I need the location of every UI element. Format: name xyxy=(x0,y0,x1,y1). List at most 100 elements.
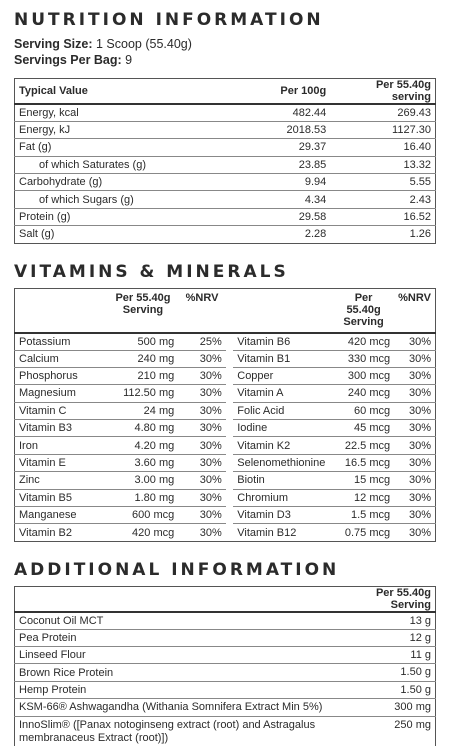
vitamin-row: Vitamin B5 1.80 mg 30% Chromium 12 mcg 30% xyxy=(14,488,436,507)
additional-amount: 1.50 g xyxy=(355,663,436,682)
nutrient-name: Fat (g) xyxy=(14,138,225,157)
additional-amount: 12 g xyxy=(355,628,436,647)
nutrition-row: of which Sugars (g) 4.34 2.43 xyxy=(14,190,436,209)
serving-size-line: Serving Size: 1 Scoop (55.40g) xyxy=(14,36,436,52)
nutrient-name: of which Saturates (g) xyxy=(14,155,225,174)
nutrition-row: Energy, kJ 2018.53 1127.30 xyxy=(14,120,436,139)
vitamin-name-right: Biotin xyxy=(233,471,333,490)
vitamin-amount-left: 420 mcg xyxy=(107,523,179,542)
additional-amount: 250 mg xyxy=(355,715,436,746)
vitamin-gap xyxy=(226,385,233,402)
vitamin-name-left: Iron xyxy=(14,436,108,455)
vitamin-row: Phosphorus 210 mg 30% Copper 300 mcg 30% xyxy=(14,366,436,385)
serving-size-label: Serving Size: xyxy=(14,37,93,51)
additional-name: InnoSlim® ([Panax notoginseng extract (r… xyxy=(14,715,356,746)
vitamin-nrv-left: 30% xyxy=(178,436,226,455)
vitamin-amount-right: 22.5 mcg xyxy=(333,436,395,455)
vitamin-name-left: Magnesium xyxy=(14,384,108,403)
nutrition-title: NUTRITION INFORMATION xyxy=(14,10,324,30)
vitamin-amount-left: 4.20 mg xyxy=(107,436,179,455)
vitamin-name-left: Vitamin B5 xyxy=(14,488,108,507)
nutrition-row: Energy, kcal 482.44 269.43 xyxy=(14,103,436,122)
vitamin-amount-left: 500 mg xyxy=(137,335,175,348)
vitamin-row: Potassium 500 mg 25% Vitamin B6 420 mcg 30% xyxy=(15,333,436,350)
additional-amount: 11 g xyxy=(355,646,436,664)
vitamin-gap xyxy=(226,420,233,437)
vitamin-gap xyxy=(226,472,233,489)
serving-size-value: 1 Scoop (55.40g) xyxy=(95,37,192,51)
vitamin-name-left: Calcium xyxy=(14,349,108,368)
additional-row: Hemp Protein 1.50 g xyxy=(14,680,436,699)
vitamin-amount-right: 0.75 mcg xyxy=(333,523,395,542)
vitamin-name-left: Phosphorus xyxy=(14,366,108,385)
vitamin-amount-left: 1.80 mg xyxy=(107,488,179,507)
vitamin-nrv-right: 30% xyxy=(394,488,436,507)
additional-header-amount: Per 55.40g Serving xyxy=(355,586,436,613)
vitamin-nrv-right: 30% xyxy=(394,436,436,455)
nutrient-per-serving: 269.43 xyxy=(330,103,436,122)
vitamin-nrv-right: 30% xyxy=(394,349,436,368)
nutrition-row: of which Saturates (g) 23.85 13.32 xyxy=(14,155,436,174)
vitamin-nrv-right: 30% xyxy=(394,506,436,524)
vitamin-amount-right: 240 mcg xyxy=(333,384,395,403)
additional-row: InnoSlim® ([Panax notoginseng extract (r… xyxy=(14,715,436,746)
additional-amount: 1.50 g xyxy=(355,680,436,699)
vitamin-nrv-left: 30% xyxy=(178,471,226,490)
vitamin-nrv-left: 25% xyxy=(199,335,222,348)
vitamin-nrv-left: 30% xyxy=(178,384,226,403)
nutrient-per-100g: 2018.53 xyxy=(225,120,331,139)
nutrient-per-serving: 5.55 xyxy=(330,173,436,191)
additional-header-row: Per 55.40g Serving xyxy=(14,586,436,613)
vitamins-header-amount-left: Per 55.40g Serving xyxy=(107,288,179,334)
nutrient-name: Carbohydrate (g) xyxy=(14,173,225,191)
vitamin-gap xyxy=(226,367,233,384)
vitamins-header-name-right xyxy=(233,288,333,334)
vitamin-row: Vitamin E 3.60 mg 30% Selenomethionine 16.5 … xyxy=(14,453,436,472)
vitamin-nrv-left: 30% xyxy=(178,419,226,437)
vitamin-nrv-right: 30% xyxy=(394,419,436,437)
vitamin-gap xyxy=(226,402,233,419)
vitamin-nrv-left: 30% xyxy=(178,523,226,542)
vitamin-amount-right: 15 mcg xyxy=(333,471,395,490)
vitamin-amount-left: 3.60 mg xyxy=(107,453,179,472)
additional-amount: 13 g xyxy=(409,614,431,627)
vitamin-name-left: Zinc xyxy=(14,471,108,490)
vitamin-nrv-left: 30% xyxy=(178,488,226,507)
vitamin-amount-left: 240 mg xyxy=(107,349,179,368)
vitamin-amount-left: 4.80 mg xyxy=(107,419,179,437)
vitamin-row: Calcium 240 mg 30% Vitamin B1 330 mcg 30% xyxy=(14,349,436,368)
additional-row: Linseed Flour 11 g xyxy=(14,646,436,664)
vitamin-amount-right: 45 mcg xyxy=(333,419,395,437)
vitamin-nrv-right: 30% xyxy=(394,523,436,542)
vitamin-nrv-right: 30% xyxy=(408,335,431,348)
vitamin-amount-right: 300 mcg xyxy=(333,366,395,385)
nutrition-table: Typical Value Per 100g Per 55.40g servin… xyxy=(14,78,436,244)
additional-name: Pea Protein xyxy=(14,628,356,647)
nutrient-name: Energy, kcal xyxy=(14,103,225,122)
additional-amount: 300 mg xyxy=(355,698,436,717)
vitamins-header-row: Per 55.40g Serving %NRV Per 55.40g Servi… xyxy=(14,288,436,334)
vitamin-name-left: Vitamin B2 xyxy=(14,523,108,542)
vitamin-name-left: Potassium xyxy=(19,335,71,348)
vitamin-name-left: Vitamin C xyxy=(14,401,108,420)
vitamin-name-left: Manganese xyxy=(14,506,108,524)
additional-header-name xyxy=(14,586,356,613)
vitamin-nrv-left: 30% xyxy=(178,453,226,472)
vitamins-header-gap xyxy=(225,288,234,334)
nutrient-name: Protein (g) xyxy=(14,207,225,226)
vitamin-gap xyxy=(226,489,233,506)
vitamin-name-right: Copper xyxy=(233,366,333,385)
vitamin-gap xyxy=(226,507,233,524)
vitamin-row: Manganese 600 mcg 30% Vitamin D3 1.5 mcg 30% xyxy=(14,506,436,524)
vitamin-nrv-right: 30% xyxy=(394,366,436,385)
header-typical-value: Typical Value xyxy=(14,78,225,105)
additional-title: ADDITIONAL INFORMATION xyxy=(14,559,340,580)
vitamin-amount-right: 16.5 mcg xyxy=(333,453,395,472)
nutrition-row: Fat (g) 29.37 16.40 xyxy=(14,138,436,157)
nutrition-header-row: Typical Value Per 100g Per 55.40g servin… xyxy=(14,78,436,105)
additional-name: Brown Rice Protein xyxy=(14,663,356,682)
vitamin-name-left: Vitamin B3 xyxy=(14,419,108,437)
nutrient-per-100g: 2.28 xyxy=(225,225,331,244)
vitamin-name-right: Folic Acid xyxy=(233,401,333,420)
vitamin-name-right: Iodine xyxy=(233,419,333,437)
